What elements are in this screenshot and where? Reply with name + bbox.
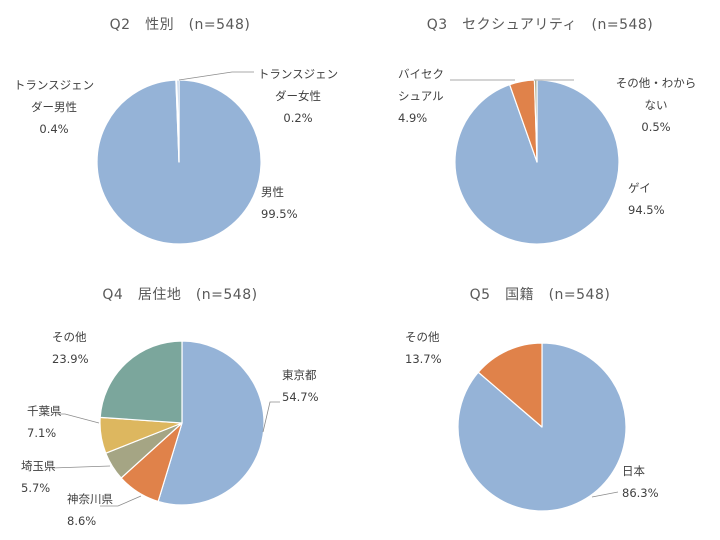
slice-label-male: 男性 99.5% — [261, 185, 298, 221]
chart-q4-residence: Q4 居住地 (n=548) 東京都 54.7% 神奈川県 8.6% 埼玉県 5… — [0, 270, 360, 540]
slice-label-gay: ゲイ 94.5% — [628, 181, 665, 217]
slice-label-chiba: 千葉県 7.1% — [27, 404, 62, 440]
leader-line — [100, 495, 142, 507]
chart-q5-nationality: Q5 国籍 (n=548) 日本 86.3% その他 13.7% — [360, 270, 720, 540]
chart-q3-sexuality: Q3 セクシュアリティ (n=548) ゲイ 94.5% バイセク シュアル 4… — [360, 0, 720, 270]
slice-label-kanagawa: 神奈川県 8.6% — [67, 492, 113, 528]
pie-svg — [51, 340, 280, 507]
chart-title: Q3 セクシュアリティ (n=548) — [426, 17, 654, 33]
chart-title: Q5 国籍 (n=548) — [469, 287, 611, 303]
pie-slice — [99, 340, 183, 424]
leader-line — [262, 401, 280, 433]
chart-title: Q4 居住地 (n=548) — [102, 287, 258, 303]
pie-svg — [96, 71, 262, 245]
leader-line — [57, 413, 100, 424]
slice-label-japan: 日本 86.3% — [622, 464, 659, 500]
pie-slice — [176, 79, 180, 163]
slice-label-other: その他 23.9% — [52, 330, 89, 366]
leader-line — [51, 465, 111, 469]
slice-label-saitama: 埼玉県 5.7% — [21, 459, 56, 495]
leader-line — [591, 491, 619, 498]
pie-slice — [157, 340, 265, 506]
leader-line — [178, 71, 254, 81]
slice-label-tokyo: 東京都 54.7% — [282, 368, 319, 404]
slice-label-trans-female: トランスジェン ダー女性 0.2% — [257, 67, 339, 125]
chart-title: Q2 性別 (n=548) — [109, 17, 251, 33]
slice-label-other-unknown: その他・わから ない 0.5% — [615, 76, 697, 134]
pie-slice — [477, 342, 543, 428]
slice-label-trans-male: トランスジェン ダー男性 0.4% — [13, 78, 95, 136]
pie-svg — [457, 342, 627, 512]
chart-q2-gender: Q2 性別 (n=548) 男性 99.5% トランスジェン ダー女性 0.2%… — [0, 0, 360, 270]
pie-svg — [450, 79, 620, 245]
slice-label-other: その他 13.7% — [405, 330, 442, 366]
slice-label-bisexual: バイセク シュアル 4.9% — [398, 67, 444, 125]
